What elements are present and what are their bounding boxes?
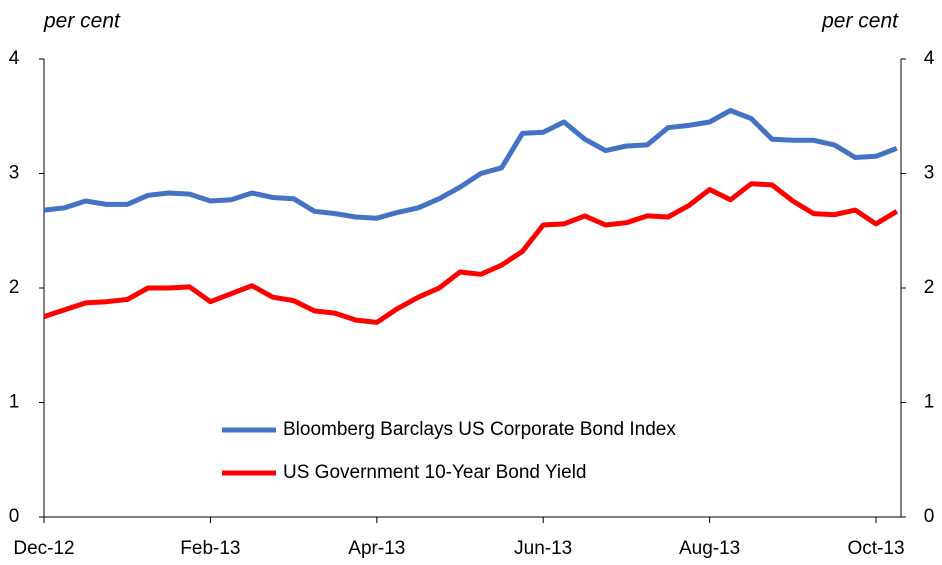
y-axis-label: per cent — [43, 10, 121, 33]
y2-axis-label: per cent — [821, 10, 899, 33]
legend-label: US Government 10-Year Bond Yield — [283, 462, 586, 483]
y2-tick-label: 4 — [924, 48, 935, 69]
y-tick-label: 2 — [9, 277, 20, 298]
y-tick-label: 4 — [9, 48, 20, 69]
y2-tick-label: 0 — [924, 506, 935, 527]
x-tick-label: Aug-13 — [679, 538, 740, 559]
x-tick-label: Oct-13 — [848, 538, 905, 559]
y2-tick-label: 2 — [924, 277, 935, 298]
y-tick-label: 1 — [9, 392, 20, 413]
y2-tick-label: 1 — [924, 392, 935, 413]
x-tick-label: Dec-12 — [13, 538, 74, 559]
x-tick-label: Feb-13 — [180, 538, 240, 559]
y-tick-label: 0 — [9, 506, 20, 527]
series-line — [43, 181, 899, 325]
y-tick-label: 3 — [9, 163, 20, 184]
x-tick-label: Jun-13 — [514, 538, 572, 559]
y2-tick-label: 3 — [924, 163, 935, 184]
series-line — [43, 108, 898, 221]
x-tick-label: Apr-13 — [348, 538, 405, 559]
legend-label: Bloomberg Barclays US Corporate Bond Ind… — [283, 419, 676, 440]
